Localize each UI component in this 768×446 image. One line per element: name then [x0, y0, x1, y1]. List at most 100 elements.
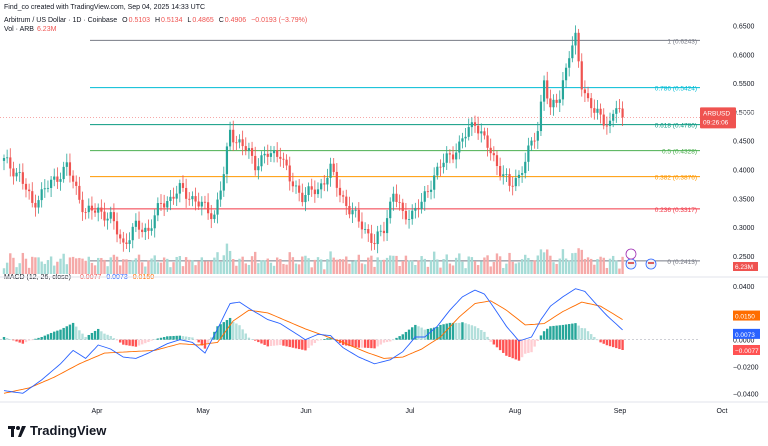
macd-histogram-bar — [389, 339, 392, 342]
macd-tick-label: 0.0000 — [733, 338, 755, 345]
candle-body — [568, 58, 571, 68]
candle-body — [499, 166, 502, 177]
macd-histogram-bar — [527, 339, 530, 353]
candle-body — [561, 80, 565, 100]
candle-body — [307, 186, 310, 195]
volume-bar — [464, 268, 467, 274]
macd-tick-label: −0.0400 — [733, 391, 759, 398]
volume-bar — [404, 255, 408, 274]
volume-legend[interactable]: Vol · ARB 6.23M — [4, 25, 59, 34]
macd-histogram-bar — [505, 339, 508, 356]
macd-histogram-bar — [395, 337, 398, 340]
candle-body — [477, 125, 480, 134]
candle-body — [62, 166, 65, 180]
candle-body — [505, 174, 508, 175]
volume-bar — [162, 257, 166, 274]
volume-bar — [379, 259, 382, 274]
candle-body — [451, 154, 455, 160]
volume-bar — [100, 257, 103, 274]
candle-body — [323, 183, 326, 185]
price-tick-label: 0.6500 — [733, 24, 755, 31]
candle-body — [486, 135, 489, 148]
macd-histogram-bar — [602, 339, 605, 344]
macd-histogram-bar — [238, 325, 241, 340]
candle-body — [407, 219, 411, 220]
volume-bar — [175, 256, 178, 274]
macd-histogram-bar — [65, 326, 68, 340]
macd-histogram-bar — [112, 338, 116, 340]
macd-histogram-bar — [593, 336, 596, 340]
candle-body — [68, 162, 72, 176]
volume-bar — [354, 259, 357, 274]
macd-histogram-bar — [178, 335, 182, 340]
candle-body — [379, 230, 382, 232]
price-tick-label: 0.4000 — [733, 168, 755, 175]
candle-body — [298, 185, 301, 193]
volume-bar — [122, 259, 125, 274]
volume-bar — [527, 257, 530, 274]
time-axis-label: Jul — [406, 408, 415, 415]
fib-level-label: 1 (0.6243) — [667, 38, 697, 45]
volume-bar — [533, 260, 536, 274]
candle-body — [502, 174, 505, 177]
macd-histogram-bar — [21, 339, 25, 344]
volume-bar — [461, 261, 464, 274]
volume-bar — [373, 266, 376, 274]
macd-histogram-bar — [263, 339, 266, 345]
candle-body — [521, 173, 524, 175]
volume-bar — [304, 255, 307, 274]
candle-body — [414, 207, 417, 211]
candle-body — [59, 179, 62, 182]
last-price-countdown: 09:26:06 — [703, 119, 729, 126]
candle-body — [188, 198, 191, 200]
macd-histogram-bar — [18, 339, 21, 343]
candle-body — [131, 226, 134, 241]
macd-histogram-bar — [454, 322, 458, 340]
volume-bar — [228, 250, 232, 274]
macd-histogram-bar — [122, 339, 125, 345]
candle-body — [266, 153, 269, 157]
fib-level-label: 0.382 (0.3876) — [655, 175, 697, 182]
candle-body — [621, 108, 624, 118]
macd-histogram-bar — [580, 328, 583, 340]
macd-histogram-bar — [46, 334, 50, 340]
volume-bar — [21, 252, 25, 274]
symbol-legend[interactable]: Arbitrum / US Dollar · 1D · Coinbase O0.… — [4, 16, 310, 25]
macd-histogram-bar — [106, 334, 109, 340]
candle-body — [109, 212, 112, 219]
candle-body — [112, 212, 115, 222]
candle-body — [134, 220, 137, 227]
candle-body — [552, 99, 555, 108]
macd-histogram-bar — [266, 339, 269, 347]
tradingview-logo: TradingView — [8, 423, 106, 438]
volume-bar — [363, 264, 367, 274]
volume-bar — [5, 262, 9, 274]
macd-histogram-bar — [53, 331, 56, 340]
candle-body — [489, 147, 492, 154]
volume-bar — [244, 263, 247, 274]
volume-bar — [43, 263, 47, 274]
volume-bar — [288, 252, 291, 274]
macd-histogram-bar — [571, 323, 574, 340]
macd-histogram-bar — [2, 336, 6, 340]
macd-histogram-bar — [524, 339, 527, 354]
macd-histogram-bar — [605, 339, 609, 346]
macd-histogram-bar — [473, 326, 477, 340]
fib-level-label: 0.618 (0.4780) — [655, 123, 697, 130]
macd-histogram-bar — [461, 322, 464, 340]
candle-body — [12, 168, 15, 177]
candle-body — [219, 190, 222, 200]
macd-histogram-bar — [109, 335, 112, 340]
macd-histogram-bar — [31, 339, 34, 341]
fib-level-label: 0.5 (0.4328) — [662, 149, 697, 156]
time-axis-label: May — [196, 408, 210, 415]
volume-bar — [71, 256, 75, 274]
volume-bar — [125, 259, 128, 274]
volume-bar — [436, 259, 439, 274]
macd-histogram-bar — [137, 339, 141, 346]
candle-body — [338, 187, 342, 196]
volume-bar — [272, 265, 276, 274]
candle-body — [147, 227, 150, 231]
macd-histogram-bar — [417, 326, 420, 340]
